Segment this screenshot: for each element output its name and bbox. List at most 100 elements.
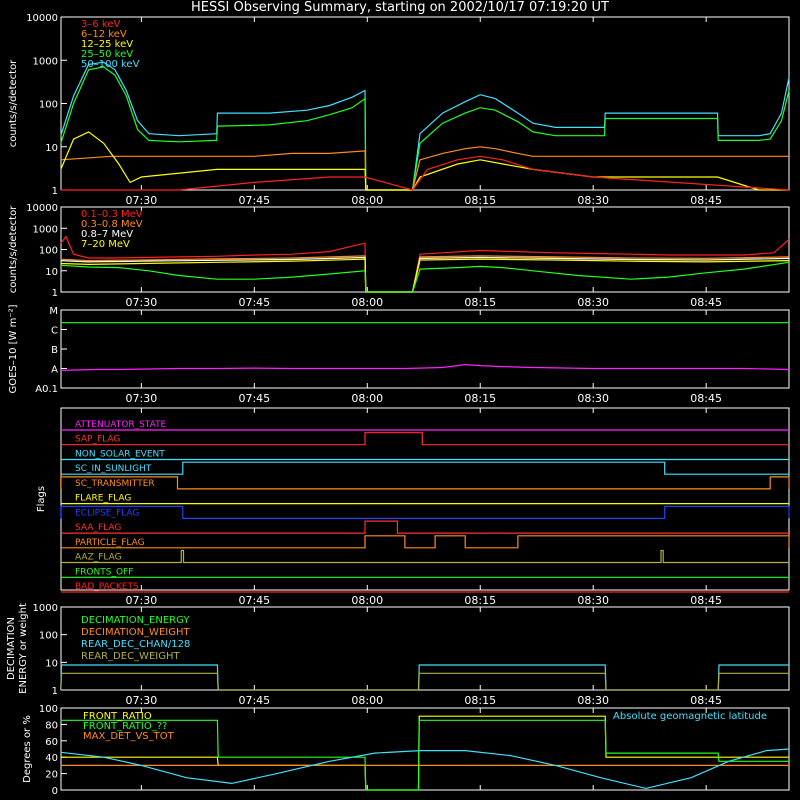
figure-title: HESSI Observing Summary, starting on 200… bbox=[191, 0, 609, 15]
flag-line-particle_flag bbox=[61, 535, 790, 549]
flag-line-sc_in_sunlight bbox=[61, 461, 789, 475]
y-tick-label: 100 bbox=[39, 631, 58, 642]
x-tick-label: 07:45 bbox=[238, 296, 270, 309]
flag-label: SC_TRANSMITTER bbox=[75, 479, 155, 489]
x-tick-label: 08:00 bbox=[351, 194, 383, 207]
y-tick-label: C bbox=[51, 326, 58, 337]
y-tick-label: 0 bbox=[52, 786, 58, 797]
y-tick-label: 100 bbox=[39, 246, 58, 257]
y-tick-label: 10000 bbox=[26, 13, 58, 24]
y-tick-label: M bbox=[49, 306, 58, 317]
decimation-line-olive bbox=[60, 672, 789, 691]
y-tick-label: 100 bbox=[39, 100, 58, 111]
legend-entry: 3–6 keV bbox=[81, 19, 120, 30]
x-tick-label: 07:30 bbox=[126, 296, 158, 309]
y-tick-label: 1 bbox=[52, 686, 58, 697]
legend-entry: 0.8–7 MeV bbox=[81, 229, 133, 240]
y-axis-label: Flags bbox=[36, 486, 47, 512]
panel-frame-flags bbox=[60, 407, 790, 591]
x-tick-label: 08:30 bbox=[577, 694, 609, 707]
flag-line-aaz_flag bbox=[61, 549, 789, 564]
x-tick-label: 08:30 bbox=[577, 194, 609, 207]
panel-frame-goes bbox=[60, 309, 790, 389]
y-tick-label: A bbox=[51, 365, 58, 376]
y-tick-label: 40 bbox=[45, 753, 58, 764]
series-line-3–6 keV bbox=[60, 155, 790, 191]
flag-line-sc_transmitter bbox=[60, 476, 790, 490]
y-tick-label: 20 bbox=[45, 770, 58, 781]
flag-label: SC_IN_SUNLIGHT bbox=[75, 464, 152, 474]
series-line-0.1–0.3 MeV bbox=[60, 235, 790, 293]
y-axis-label: counts/s/detector bbox=[8, 59, 19, 147]
x-tick-label: 08:45 bbox=[690, 594, 722, 607]
x-tick-label: 07:45 bbox=[238, 392, 270, 405]
legend-entry: FRONT_RATIO bbox=[83, 711, 152, 722]
x-tick-label: 07:30 bbox=[126, 694, 158, 707]
y-tick-label: 10 bbox=[45, 658, 58, 669]
y-tick-label: 1 bbox=[52, 288, 58, 299]
x-tick-label: 07:30 bbox=[126, 392, 158, 405]
series-line-12–25 keV bbox=[60, 131, 789, 191]
x-tick-label: 08:45 bbox=[690, 194, 722, 207]
legend-entry: 50–100 keV bbox=[81, 59, 140, 70]
flag-label: NON_SOLAR_EVENT bbox=[75, 449, 165, 459]
legend-entry: 7–20 MeV bbox=[81, 239, 130, 250]
x-tick-label: 08:00 bbox=[351, 296, 383, 309]
ratio-line-cyan bbox=[60, 748, 790, 790]
legend-entry: 12–25 keV bbox=[81, 39, 133, 50]
series-line-6–12 keV bbox=[60, 146, 789, 191]
series-line-25–50 keV bbox=[60, 66, 790, 191]
x-tick-label: 08:45 bbox=[690, 392, 722, 405]
legend-entry: 0.1–0.3 MeV bbox=[81, 209, 143, 220]
y-tick-label: 1 bbox=[52, 186, 58, 197]
flag-line-eclipse_flag bbox=[60, 505, 790, 520]
x-tick-label: 07:30 bbox=[126, 594, 158, 607]
panel-frame-front-counts bbox=[60, 16, 790, 191]
flag-label: FLARE_FLAG bbox=[75, 494, 131, 504]
flag-label: BAD_PACKETS bbox=[75, 582, 139, 592]
x-tick-label: 08:45 bbox=[690, 296, 722, 309]
x-tick-label: 08:15 bbox=[464, 392, 496, 405]
legend-entry: 0.3–0.8 MeV bbox=[81, 219, 143, 230]
y-axis-label: DECIMATION bbox=[6, 617, 17, 680]
ratio-line-green bbox=[60, 719, 789, 791]
series-line-50–100 keV bbox=[60, 61, 790, 191]
x-tick-label: 08:15 bbox=[464, 194, 496, 207]
flag-line-saa_flag bbox=[61, 520, 789, 534]
legend-entry: FRONT_RATIO_?? bbox=[83, 721, 167, 732]
y-tick-label: 10000 bbox=[26, 203, 58, 214]
x-tick-label: 08:30 bbox=[577, 296, 609, 309]
legend-entry: DECIMATION_WEIGHT bbox=[81, 627, 190, 638]
flag-line-sap_flag bbox=[61, 432, 789, 446]
x-tick-label: 07:45 bbox=[238, 194, 270, 207]
x-tick-label: 07:30 bbox=[126, 194, 158, 207]
flag-label: PARTICLE_FLAG bbox=[75, 538, 145, 548]
annotation-label: Absolute geomagnetic latitude bbox=[613, 711, 767, 722]
panel-frame-rear-counts bbox=[60, 206, 790, 293]
panel-frame-decimation bbox=[60, 606, 790, 691]
legend-entry: REAR_DEC_WEIGHT bbox=[81, 651, 180, 662]
x-tick-label: 08:00 bbox=[351, 392, 383, 405]
y-tick-label: A0.1 bbox=[35, 384, 58, 395]
y-axis-label: Degrees or % bbox=[22, 715, 33, 783]
y-tick-label: 1000 bbox=[33, 56, 58, 67]
y-tick-label: 1000 bbox=[33, 603, 58, 614]
x-tick-label: 08:15 bbox=[464, 296, 496, 309]
x-tick-label: 08:30 bbox=[577, 392, 609, 405]
y-tick-label: 10 bbox=[45, 267, 58, 278]
x-tick-label: 07:45 bbox=[238, 594, 270, 607]
y-tick-label: B bbox=[51, 345, 58, 356]
flag-label: AAZ_FLAG bbox=[75, 553, 122, 563]
x-tick-label: 08:00 bbox=[351, 694, 383, 707]
legend-entry: 25–50 keV bbox=[81, 49, 133, 60]
y-tick-label: 1000 bbox=[33, 224, 58, 235]
flag-label: ECLIPSE_FLAG bbox=[75, 508, 139, 518]
flag-label: SAA_FLAG bbox=[75, 523, 121, 533]
legend-entry: MAX_DET_VS_TOT bbox=[83, 731, 175, 742]
x-tick-label: 08:15 bbox=[464, 694, 496, 707]
legend-entry: DECIMATION_ENERGY bbox=[81, 615, 190, 626]
legend-entry: 6–12 keV bbox=[81, 29, 127, 40]
y-axis-label: GOES–10 [W m⁻²] bbox=[8, 304, 19, 393]
flag-label: SAP_FLAG bbox=[75, 435, 120, 445]
